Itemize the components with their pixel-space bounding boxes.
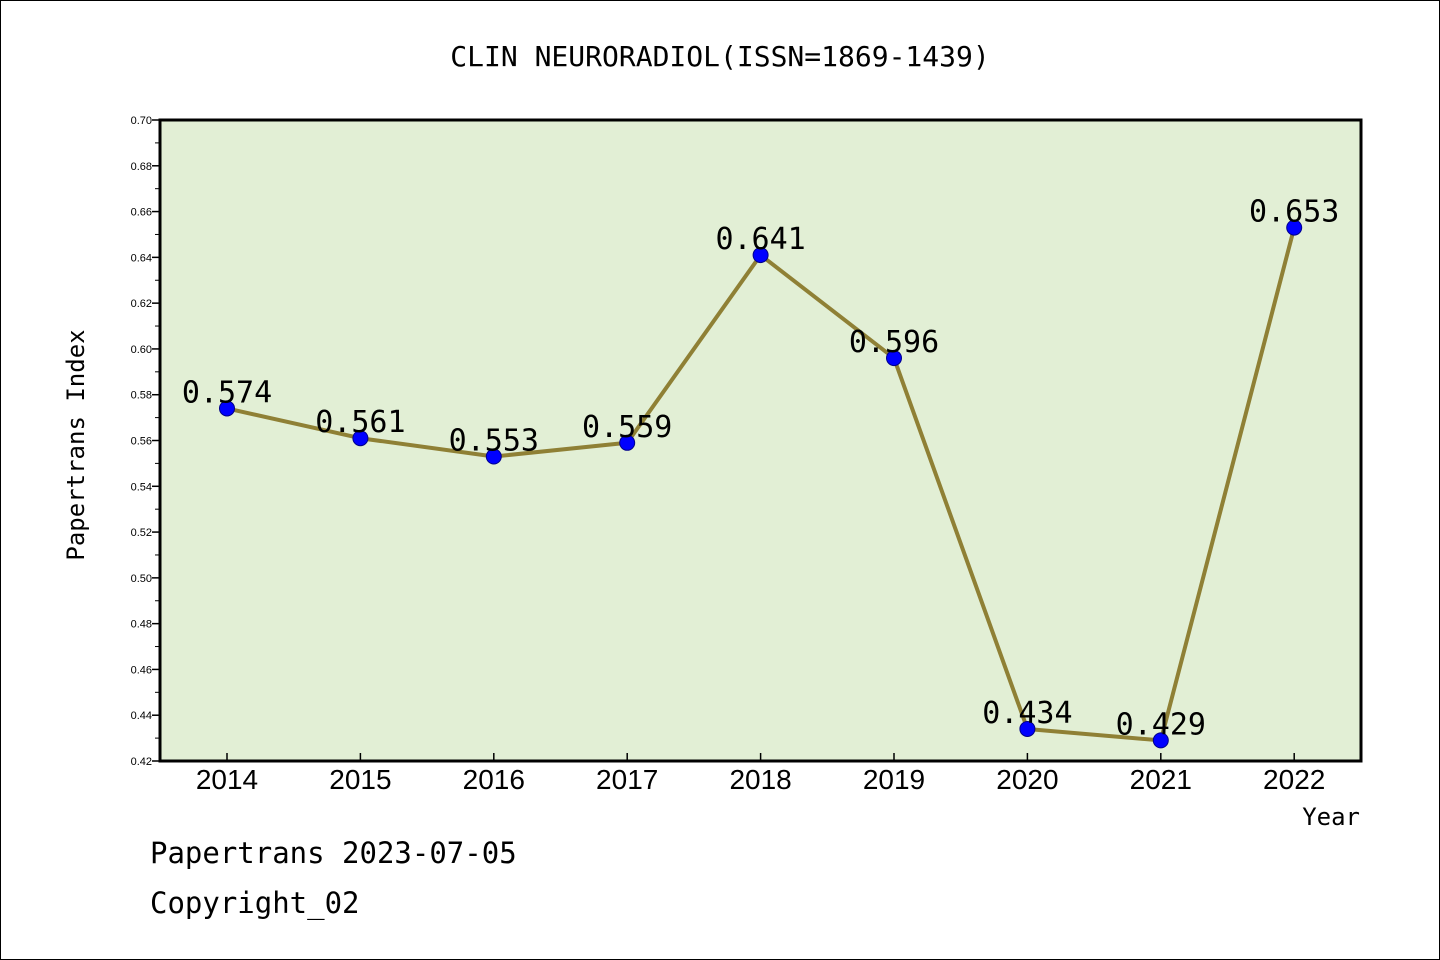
data-point <box>352 430 369 447</box>
data-label: 0.559 <box>582 410 672 445</box>
data-point <box>886 350 902 367</box>
y-axis: 0.42 0.44 0.46 0.48 0.50 0.52 0.54 0.56 0.58 0.60… <box>131 115 160 768</box>
y-tick-label: 0.42 <box>131 756 152 768</box>
data-label: 0.653 <box>1249 195 1339 230</box>
data-point <box>619 434 636 451</box>
data-point <box>219 400 235 417</box>
x-tick-label: 2018 <box>729 764 791 795</box>
x-tick-label: 2022 <box>1263 764 1325 795</box>
x-tick-label: 2017 <box>596 764 658 795</box>
x-tick-label: 2020 <box>996 764 1058 795</box>
x-tick-label: 2015 <box>329 764 391 795</box>
chart-title: CLIN NEURORADIOL(ISSN=1869-1439) <box>450 40 989 73</box>
data-label: 0.641 <box>715 222 805 257</box>
y-tick-label: 0.44 <box>131 710 152 722</box>
y-tick-label: 0.68 <box>131 161 152 173</box>
y-tick-label: 0.66 <box>131 207 152 219</box>
y-tick-label: 0.52 <box>131 527 152 539</box>
x-tick-label: 2016 <box>463 764 525 795</box>
x-axis-label: Year <box>1302 803 1360 831</box>
x-axis: 2014 2015 2016 2017 2018 2019 2020 2021 2022 <box>196 753 1325 795</box>
data-label: 0.596 <box>849 325 939 360</box>
x-tick-label: 2019 <box>863 764 925 795</box>
data-point <box>752 247 769 264</box>
data-point <box>1019 720 1036 737</box>
x-tick-label: 2021 <box>1130 764 1192 795</box>
series: 0.574 0.561 0.553 0.559 0.641 0.596 0.434 0.429… <box>182 195 1339 749</box>
y-tick-label: 0.56 <box>131 436 152 448</box>
footer-generated: Papertrans 2023-07-05 <box>150 836 517 870</box>
data-point <box>485 448 502 465</box>
y-tick-label: 0.50 <box>131 573 152 585</box>
y-tick-label: 0.62 <box>131 298 152 310</box>
y-tick-label: 0.46 <box>131 664 152 676</box>
data-label: 0.561 <box>315 405 405 440</box>
data-label: 0.553 <box>449 424 539 459</box>
x-tick-label: 2014 <box>196 764 258 795</box>
y-tick-label: 0.48 <box>131 619 152 631</box>
y-tick-label: 0.60 <box>131 344 152 356</box>
y-axis-label: Papertrans Index <box>62 329 90 560</box>
footer-copyright: Copyright_02 <box>150 886 360 921</box>
data-label: 0.574 <box>182 375 272 410</box>
y-tick-label: 0.64 <box>131 252 152 264</box>
data-label: 0.429 <box>1116 707 1206 742</box>
y-tick-label: 0.58 <box>131 390 152 402</box>
y-tick-label: 0.70 <box>131 115 152 127</box>
y-tick-label: 0.54 <box>131 481 152 493</box>
data-label: 0.434 <box>982 696 1072 731</box>
data-point <box>1152 732 1169 749</box>
data-point <box>1286 219 1303 236</box>
